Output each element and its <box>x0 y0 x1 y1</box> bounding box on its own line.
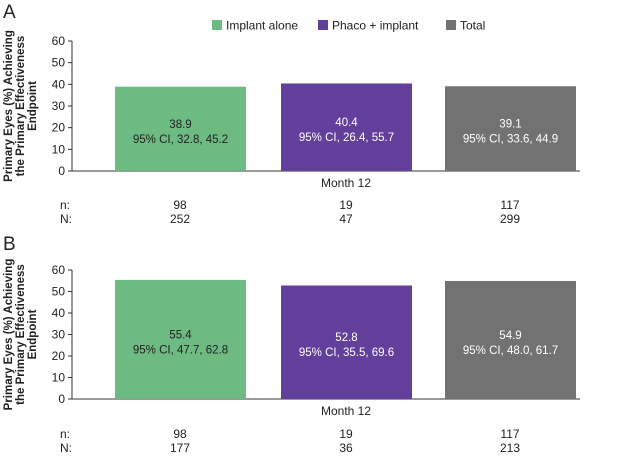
bar-ci-label: 95% CI, 35.5, 69.6 <box>299 347 394 359</box>
legend-label: Total <box>460 19 485 33</box>
N-value: 213 <box>500 441 520 452</box>
bar-value-label: 38.9 <box>169 119 191 131</box>
n-row-label: n: <box>60 427 70 441</box>
y-tick-label: 50 <box>52 285 66 299</box>
legend-swatch <box>212 20 222 30</box>
y-axis-title: the Primary Effectiveness <box>15 264 27 405</box>
bar-value-label: 55.4 <box>169 329 192 341</box>
bar-value-label: 54.9 <box>499 330 521 342</box>
n-value: 19 <box>339 198 353 212</box>
bar-value-label: 52.8 <box>335 332 357 344</box>
y-axis-title: the Primary Effectiveness <box>15 36 27 177</box>
y-tick-label: 10 <box>52 371 66 385</box>
n-value: 98 <box>173 427 187 441</box>
legend-label: Phaco + implant <box>332 19 419 33</box>
legend-swatch <box>446 20 456 30</box>
legend-swatch <box>318 20 328 30</box>
y-axis-title: Endpoint <box>27 309 39 359</box>
chart-panel-A: A Primary Eyes (%) Achieving the Primary E… <box>3 2 580 226</box>
y-tick-label: 40 <box>52 306 66 320</box>
panel-label: B <box>3 234 16 255</box>
bar-value-label: 40.4 <box>335 117 358 129</box>
bar <box>281 285 412 399</box>
x-axis-title: Month 12 <box>321 404 371 418</box>
n-value: 117 <box>500 427 519 441</box>
n-value: 117 <box>500 198 519 212</box>
bar <box>281 83 412 171</box>
y-tick-label: 30 <box>52 328 66 342</box>
y-tick-label: 20 <box>52 349 66 363</box>
bar-ci-label: 95% CI, 48.0, 61.7 <box>463 345 558 357</box>
bar-ci-label: 95% CI, 32.8, 45.2 <box>133 134 228 146</box>
N-value: 36 <box>339 441 353 452</box>
bar-value-label: 39.1 <box>499 119 521 131</box>
y-tick-label: 10 <box>52 142 66 156</box>
y-tick-label: 40 <box>52 77 66 91</box>
y-axis-title: Primary Eyes (%) Achieving <box>3 259 15 411</box>
N-value: 47 <box>339 212 353 226</box>
panel-label: A <box>3 2 16 23</box>
y-tick-label: 0 <box>58 392 65 406</box>
N-value: 177 <box>170 441 190 452</box>
y-tick-label: 60 <box>52 263 66 277</box>
bar <box>445 86 576 171</box>
bar <box>445 280 576 399</box>
N-row-label: N: <box>60 441 72 452</box>
N-value: 299 <box>500 212 520 226</box>
legend-label: Implant alone <box>226 19 298 33</box>
N-row-label: N: <box>60 212 72 226</box>
N-value: 252 <box>170 212 190 226</box>
y-tick-label: 0 <box>58 164 65 178</box>
y-axis-title: Primary Eyes (%) Achieving <box>3 30 15 182</box>
bar-ci-label: 95% CI, 26.4, 55.7 <box>299 132 394 144</box>
y-tick-label: 30 <box>52 99 66 113</box>
y-tick-label: 60 <box>52 34 66 48</box>
bar-ci-label: 95% CI, 47.7, 62.8 <box>133 344 228 356</box>
y-axis-title: Endpoint <box>27 81 39 131</box>
bar <box>115 279 246 399</box>
y-tick-label: 20 <box>52 121 66 135</box>
n-value: 98 <box>173 198 187 212</box>
bar <box>115 86 246 171</box>
chart-panel-B: B Primary Eyes (%) Achieving the Primary E… <box>3 234 580 455</box>
bar-ci-label: 95% CI, 33.6, 44.9 <box>463 134 558 146</box>
x-axis-title: Month 12 <box>321 176 371 190</box>
n-row-label: n: <box>60 198 70 212</box>
n-value: 19 <box>339 427 353 441</box>
y-tick-label: 50 <box>52 56 66 70</box>
